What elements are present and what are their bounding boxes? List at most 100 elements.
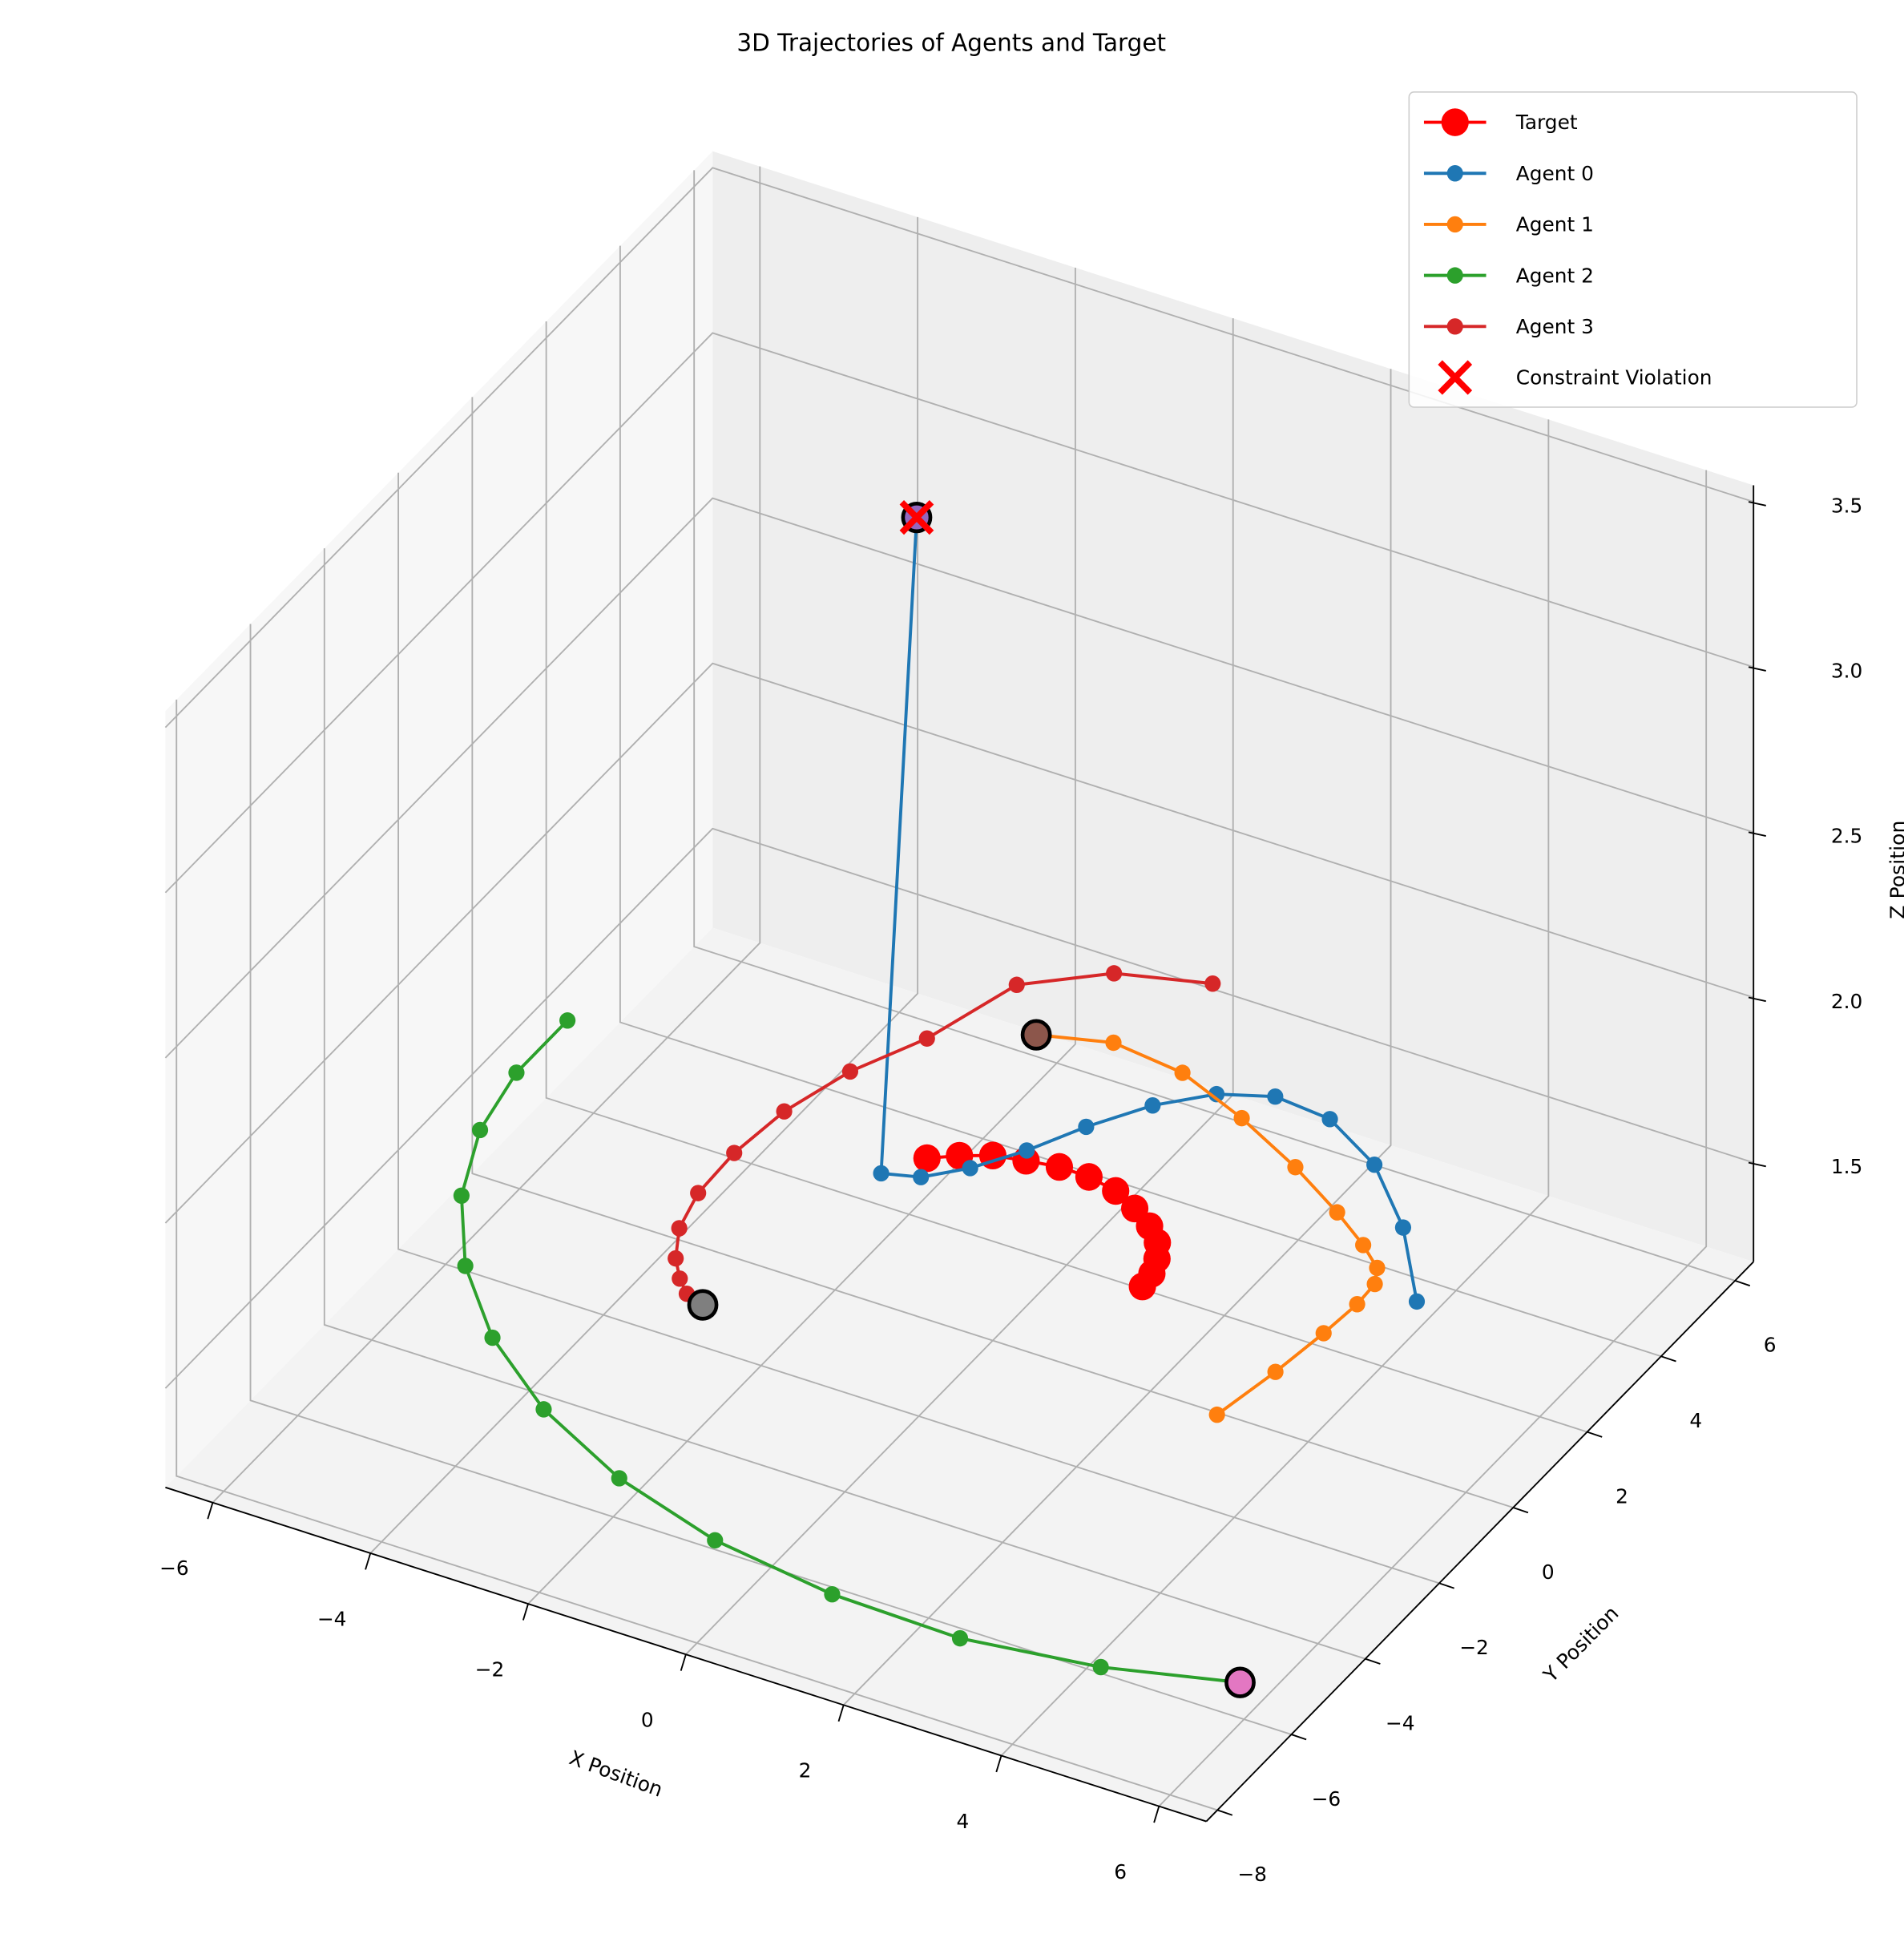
trajectory-marker bbox=[1008, 976, 1025, 993]
grid-line bbox=[249, 624, 1292, 1735]
grid-line bbox=[545, 321, 1587, 1433]
trajectory-marker bbox=[672, 1270, 688, 1287]
trajectory-marker bbox=[1208, 1085, 1225, 1103]
grid-line bbox=[527, 267, 1076, 1605]
trajectory-marker bbox=[1366, 1156, 1383, 1173]
tick-mark bbox=[837, 1705, 845, 1722]
trajectory-marker bbox=[1315, 1325, 1332, 1342]
trajectory-marker bbox=[824, 1585, 841, 1603]
trajectory-marker bbox=[1366, 1275, 1383, 1293]
trajectory-marker bbox=[962, 1160, 978, 1177]
z-axis-label: Z Position bbox=[1886, 821, 1904, 919]
trajectory-marker bbox=[690, 1185, 707, 1201]
x-axis-line bbox=[165, 1486, 1207, 1823]
trajectory-marker bbox=[453, 1187, 470, 1205]
trajectory-marker bbox=[1019, 1142, 1035, 1159]
z-tick-label: 2.0 bbox=[1831, 990, 1862, 1013]
grid-line bbox=[471, 397, 1514, 1508]
trajectory-marker bbox=[1267, 1363, 1284, 1380]
chart-title: 3D Trajectories of Agents and Target bbox=[736, 28, 1166, 56]
trajectory-marker bbox=[1078, 1118, 1095, 1136]
tick-mark bbox=[1513, 1507, 1529, 1514]
tick-mark bbox=[1734, 1279, 1751, 1287]
y-tick-label: 4 bbox=[1689, 1409, 1702, 1432]
legend-swatch bbox=[1446, 318, 1463, 335]
z-tick-label: 3.5 bbox=[1831, 494, 1862, 517]
tick-mark bbox=[1216, 1809, 1233, 1816]
legend-label: Constraint Violation bbox=[1516, 365, 1712, 389]
trajectory-marker bbox=[611, 1470, 627, 1487]
legend: Target Agent 0 Agent 1 Agent 2 Agent 3 Constr… bbox=[1408, 91, 1858, 408]
grid-line bbox=[323, 548, 1366, 1660]
tick-mark bbox=[1748, 1161, 1766, 1168]
trajectory-marker bbox=[1287, 1159, 1304, 1176]
trajectory-marker bbox=[671, 1220, 688, 1237]
trajectory-marker bbox=[1349, 1296, 1365, 1313]
trajectory-marker bbox=[776, 1103, 793, 1120]
trajectory-marker bbox=[707, 1532, 724, 1549]
trajectory-marker bbox=[1394, 1219, 1412, 1236]
tick-mark bbox=[1748, 501, 1766, 507]
trajectory-marker bbox=[484, 1329, 501, 1346]
trajectory-marker bbox=[1128, 1272, 1156, 1301]
legend-label: Target bbox=[1515, 111, 1578, 134]
grid-line bbox=[693, 170, 1736, 1282]
x-tick-label: 6 bbox=[1114, 1860, 1127, 1883]
trajectory-marker bbox=[918, 1030, 935, 1047]
trajectory-marker bbox=[471, 1121, 489, 1139]
trajectory-marker bbox=[1106, 965, 1123, 982]
y-tick-label: −4 bbox=[1386, 1711, 1415, 1734]
tick-mark bbox=[1153, 1806, 1160, 1823]
trajectory-marker bbox=[1105, 1034, 1122, 1052]
legend-swatch bbox=[1438, 360, 1473, 395]
tick-mark bbox=[1748, 831, 1766, 838]
y-tick-label: 2 bbox=[1616, 1484, 1628, 1508]
y-tick-label: −6 bbox=[1312, 1787, 1341, 1811]
trajectory-marker bbox=[726, 1145, 743, 1161]
trajectory-marker bbox=[1075, 1163, 1103, 1191]
trajectory-marker bbox=[1208, 1406, 1225, 1423]
grid-line bbox=[164, 167, 1754, 729]
trajectory-marker bbox=[913, 1144, 941, 1173]
tick-mark bbox=[1748, 666, 1766, 672]
legend-swatch bbox=[1446, 216, 1463, 233]
trajectory-marker bbox=[457, 1258, 474, 1274]
grid-line bbox=[164, 827, 1754, 1389]
legend-swatch bbox=[1446, 267, 1463, 284]
trajectory-marker bbox=[913, 1169, 930, 1185]
legend-label: Agent 1 bbox=[1516, 212, 1594, 236]
x-tick-label: 2 bbox=[799, 1759, 812, 1782]
x-tick-label: −6 bbox=[159, 1556, 189, 1580]
trajectory-marker bbox=[841, 1063, 859, 1080]
tick-mark bbox=[995, 1755, 1002, 1773]
y-tick-label: −2 bbox=[1459, 1636, 1489, 1659]
tick-mark bbox=[1587, 1431, 1603, 1438]
trajectory-marker bbox=[1174, 1064, 1191, 1081]
trajectory-marker bbox=[1355, 1237, 1372, 1254]
trajectory-marker bbox=[559, 1012, 576, 1029]
trajectory-marker bbox=[668, 1250, 684, 1267]
trajectory-marker bbox=[1102, 1177, 1130, 1205]
trajectory-marker bbox=[951, 1629, 969, 1647]
axes: −6 −4 −2 0 2 4 6 −8 −6 −4 −2 0 2 4 6 1.5 2.0 2.5 3.0 3.5 bbox=[159, 485, 1862, 1886]
trajectory-marker bbox=[1045, 1153, 1074, 1181]
grid-line bbox=[212, 166, 761, 1504]
trajectory-marker bbox=[535, 1401, 552, 1418]
tick-mark bbox=[1291, 1734, 1307, 1741]
tick-mark bbox=[680, 1653, 687, 1671]
y-tick-label: −8 bbox=[1237, 1863, 1267, 1886]
marks bbox=[453, 499, 1426, 1698]
grid-line bbox=[1158, 470, 1708, 1807]
trajectory-marker bbox=[1369, 1259, 1386, 1277]
y-tick-label: 6 bbox=[1764, 1334, 1777, 1357]
pane-left bbox=[165, 151, 713, 1488]
tick-mark bbox=[522, 1603, 529, 1621]
grid-line bbox=[164, 662, 1754, 1224]
grid-line bbox=[619, 245, 1662, 1358]
tick-mark bbox=[207, 1502, 214, 1520]
trajectory-marker bbox=[1233, 1109, 1250, 1127]
violation-marker bbox=[899, 499, 934, 535]
trajectory-marker bbox=[1329, 1204, 1345, 1221]
current-position-marker bbox=[1020, 1019, 1052, 1051]
grid-line bbox=[369, 216, 919, 1554]
